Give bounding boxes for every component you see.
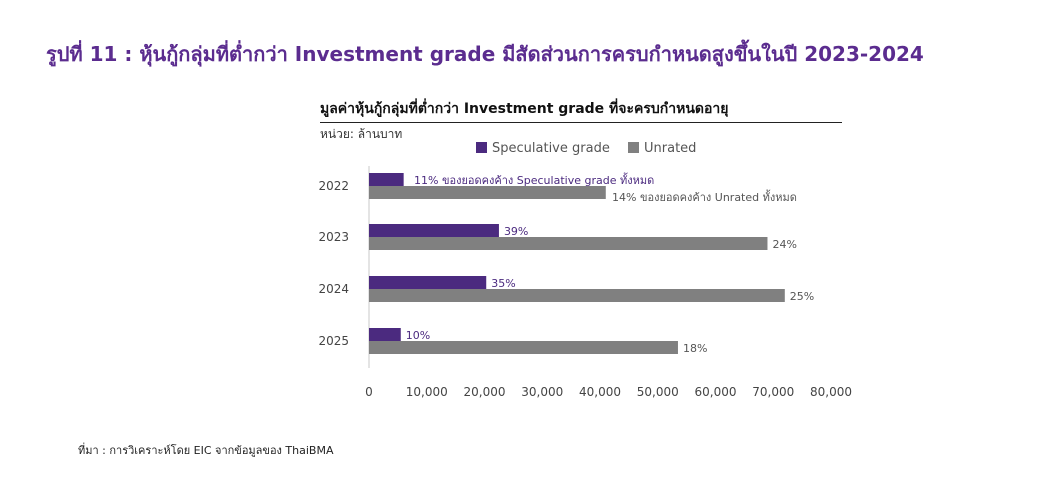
data-label-0-1: 39% [504,225,528,238]
data-label-0-2: 35% [491,277,515,290]
source-note: ที่มา : การวิเคราะห์โดย EIC จากข้อมูลของ… [78,444,334,457]
data-label-0-0: 11% ของยอดคงค้าง Speculative grade ทั้งห… [414,172,654,187]
legend-label-0: Speculative grade [492,141,610,156]
figure-title: รูปที่ 11 : หุ้นกู้กลุ่มที่ต่ำกว่า Inves… [46,42,924,66]
bar-0-2 [369,276,487,289]
data-label-1-1: 24% [772,238,796,251]
data-label-0-3: 10% [406,329,430,342]
category-label-3: 2025 [318,334,349,348]
x-tick-label-7: 70,000 [752,385,794,399]
x-tick-label-5: 50,000 [637,385,679,399]
category-label-2: 2024 [318,282,349,296]
x-tick-label-2: 20,000 [464,385,506,399]
data-label-1-2: 25% [790,290,814,303]
bar-0-0 [369,173,404,186]
bar-0-1 [369,224,499,237]
x-tick-label-6: 60,000 [695,385,737,399]
bar-1-3 [369,341,678,354]
x-tick-label-3: 30,000 [521,385,563,399]
x-tick-label-8: 80,000 [810,385,852,399]
category-label-1: 2023 [318,230,349,244]
legend-swatch-1 [628,142,639,153]
bar-1-2 [369,289,785,302]
legend-label-1: Unrated [644,141,696,156]
bar-1-0 [369,186,606,199]
unit-label: หน่วย: ล้านบาท [320,127,403,141]
bar-1-1 [369,237,768,250]
x-tick-label-0: 0 [365,385,373,399]
category-label-0: 2022 [318,179,349,193]
x-tick-label-1: 10,000 [406,385,448,399]
data-label-1-0: 14% ของยอดคงค้าง Unrated ทั้งหมด [612,189,797,204]
bar-0-3 [369,328,401,341]
chart-title: มูลค่าหุ้นกู้กลุ่มที่ต่ำกว่า Investment … [320,98,842,123]
x-tick-label-4: 40,000 [579,385,621,399]
legend-swatch-0 [476,142,487,153]
data-label-1-3: 18% [683,342,707,355]
